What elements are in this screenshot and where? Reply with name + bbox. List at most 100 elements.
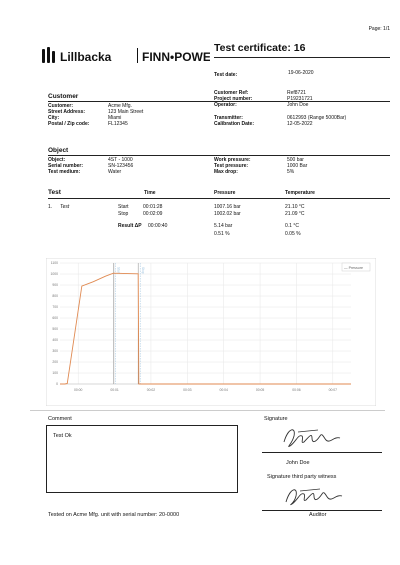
comment-text: Test Ok	[53, 433, 72, 439]
medium-value: Water	[108, 169, 122, 175]
result-pressure: 5.14 bar	[214, 223, 233, 229]
y-tick-label: 700	[52, 305, 58, 309]
y-tick-label: 500	[52, 327, 58, 331]
auditor-label: Auditor	[309, 512, 327, 518]
y-tick-label: 300	[52, 349, 58, 353]
max-drop-value: 5%	[287, 169, 295, 175]
comment-label: Comment	[48, 416, 72, 422]
start-time: 00:01:28	[143, 204, 163, 210]
test-heading: Test	[48, 189, 61, 196]
customer-right-details: Customer Ref: Ref8721 Project number: P192…	[214, 90, 390, 127]
result-pressure-percent: 0.51 %	[214, 231, 230, 237]
medium-label: Test medium:	[48, 169, 81, 175]
city-label: City:	[48, 115, 60, 121]
test-index: 1.	[48, 204, 53, 210]
temperature-heading: Temperature	[285, 190, 315, 196]
stop-time: 00:02:09	[143, 211, 163, 217]
transmitter-value: 0612993 (Range 5000Bar)	[287, 115, 347, 121]
start-pressure: 1007.16 bar	[214, 204, 241, 210]
logo-emblem	[42, 47, 55, 63]
customer-value: Acme Mfg.	[108, 103, 132, 109]
legend-box	[341, 262, 371, 272]
y-tick-label: 1100	[51, 261, 58, 265]
result-label: Result ΔP	[118, 223, 142, 229]
stop-pressure: 1002.02 bar	[214, 211, 241, 217]
object-right-details: Work pressure: 500 bar Test pressure: 1000…	[214, 157, 390, 175]
test-name: Test	[60, 204, 70, 210]
y-tick-label: 100	[52, 371, 58, 375]
y-tick-label: 600	[52, 316, 58, 320]
pressure-series-line	[60, 272, 351, 385]
x-tick-label: 00:06	[292, 388, 301, 392]
customer-ref-label: Customer Ref:	[214, 90, 249, 96]
test-pressure-value: 1000 Bar	[287, 163, 308, 169]
comment-box: Test Ok	[46, 425, 238, 493]
pressure-chart: Start Stop 0 100 200 300 400 500 600 700 800 900 10…	[45, 257, 377, 407]
customer-heading: Customer	[48, 93, 79, 100]
stop-temperature: 21.09 °C	[285, 211, 305, 217]
y-tick-label: 0	[56, 382, 58, 386]
x-tick-label: 00:07	[329, 388, 338, 392]
x-tick-label: 00:04	[219, 388, 228, 392]
x-tick-label: 00:05	[256, 388, 265, 392]
time-heading: Time	[144, 190, 156, 196]
y-tick-label: 1000	[50, 272, 58, 276]
result-time: 00:00:40	[148, 223, 168, 229]
result-temperature-percent: 0.05 %	[285, 231, 301, 237]
witness-signature-image	[278, 480, 348, 510]
work-pressure-label: Work pressure:	[214, 157, 251, 163]
calibration-date-value: 12-05-2022	[287, 121, 313, 127]
x-tick-label: 00:03	[183, 388, 192, 392]
object-heading: Object	[48, 147, 69, 154]
customer-details: Customer: Acme Mfg. Street Address: 123 Ma…	[48, 103, 208, 127]
logo-right-text: FINN•POWER	[142, 50, 210, 64]
company-logo: Lillbacka FINN•POWER	[40, 44, 220, 66]
marker-label-start: Start	[116, 267, 120, 274]
signature-label: Signature	[264, 416, 288, 422]
y-tick-label: 800	[52, 294, 58, 298]
y-tick-label: 200	[52, 360, 58, 364]
zip-label: Postal / Zip code:	[48, 121, 90, 127]
zip-value: FL12345	[108, 121, 128, 127]
object-label: Object:	[48, 157, 66, 163]
customer-ref-value: Ref8721	[287, 90, 306, 96]
certificate-title: Test certificate: 16	[214, 42, 306, 54]
test-date-label: Test date:	[214, 72, 238, 78]
logo-left-text: Lillbacka	[60, 50, 112, 64]
y-tick-label: 900	[52, 283, 58, 287]
page-number: Page: 1/1	[368, 26, 390, 32]
serial-label: Serial number:	[48, 163, 84, 169]
test-pressure-label: Test pressure:	[214, 163, 249, 169]
project-number-label: Project number:	[214, 96, 253, 102]
object-details: Object: 4ST - 1000 Serial number: SN-12345…	[48, 157, 208, 175]
calibration-date-label: Calibration Date:	[214, 121, 255, 127]
work-pressure-value: 500 bar	[287, 157, 304, 163]
object-value: 4ST - 1000	[108, 157, 133, 163]
y-tick-label: 400	[52, 338, 58, 342]
legend-label: — Pressure	[344, 266, 363, 270]
street-label: Street Address:	[48, 109, 86, 115]
x-tick-label: 00:00	[74, 388, 83, 392]
transmitter-label: Transmitter:	[214, 115, 243, 121]
customer-label: Customer:	[48, 103, 74, 109]
x-tick-label: 00:01	[110, 388, 119, 392]
witness-label: Signature third party witness	[267, 474, 337, 480]
pressure-heading: Pressure	[214, 190, 236, 196]
footer-text: Tested on Acme Mfg. unit with serial num…	[48, 512, 180, 518]
signature-name: John Doe	[286, 460, 310, 466]
marker-label-stop: Stop	[141, 267, 145, 274]
result-temperature: 0.1 °C	[285, 223, 299, 229]
x-tick-label: 00:02	[147, 388, 156, 392]
operator-label: Operator:	[214, 102, 237, 108]
start-label: Start	[118, 204, 129, 210]
pressure-chart-svg: Start Stop 0 100 200 300 400 500 600 700 800 900 10…	[45, 257, 377, 407]
serial-value: SN-123456	[108, 163, 134, 169]
stop-label: Stop	[118, 211, 129, 217]
street-value: 123 Main Street	[108, 109, 144, 115]
operator-signature-image	[278, 422, 348, 452]
start-temperature: 21.10 °C	[285, 204, 305, 210]
max-drop-label: Max drop:	[214, 169, 238, 175]
operator-value: John Doe	[287, 102, 309, 108]
test-date-value: 19-06-2020	[288, 70, 314, 76]
city-value: Miami	[108, 115, 122, 121]
